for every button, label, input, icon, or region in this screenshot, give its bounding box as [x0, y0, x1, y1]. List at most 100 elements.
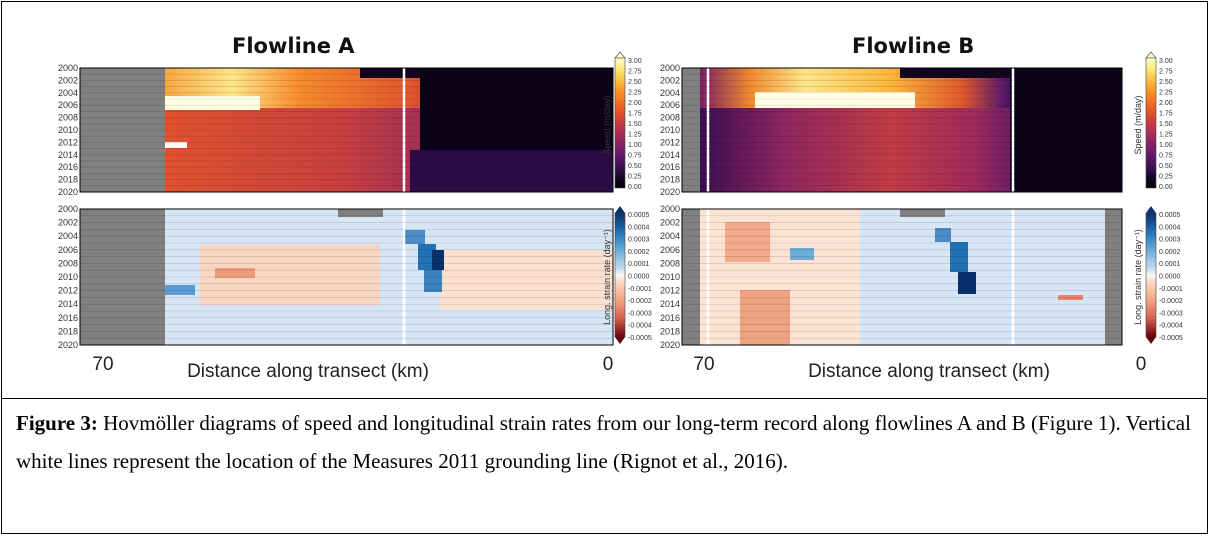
- year-tick-label: 2002: [660, 218, 680, 228]
- colorbar-tick-label: -0.0004: [628, 323, 652, 330]
- colorbar-tick-label: -0.0004: [1159, 323, 1183, 330]
- strain-field: [725, 222, 770, 262]
- no-data-region: [338, 209, 383, 217]
- colorbar-tick-label: 1.50: [1159, 121, 1173, 128]
- colorbar-tick-label: 0.0002: [1159, 249, 1181, 256]
- year-tick-label: 2020: [58, 187, 78, 197]
- panel-title-b: Flowline B: [852, 34, 975, 58]
- strain-band: [418, 244, 436, 270]
- colorbar-tick-label: 0.75: [1159, 153, 1173, 160]
- colorbar-tick-label: 0.0000: [1159, 274, 1181, 281]
- colorbar-tick-label: 0.25: [628, 174, 642, 181]
- plot-border: [79, 67, 614, 193]
- year-tick-label: 2020: [660, 340, 680, 350]
- strain-band: [405, 230, 425, 244]
- colorbar-cap: [615, 337, 625, 344]
- caption-divider: [1, 398, 1208, 399]
- speed-colorbar-a: [614, 51, 626, 189]
- year-tick-label: 2012: [660, 137, 680, 147]
- strain-band: [790, 248, 814, 260]
- speed-peak: [165, 142, 187, 148]
- year-tick-label: 2016: [660, 162, 680, 172]
- colorbar-tick-label: -0.0003: [628, 310, 652, 317]
- colorbar-cap: [1146, 206, 1156, 213]
- year-tick-label: 2008: [58, 113, 78, 123]
- colorbar-tick-label: 0.0003: [1159, 237, 1181, 244]
- colorbar-cap: [1145, 51, 1157, 59]
- x-axis-label-b: Distance along transect (km): [808, 361, 1050, 382]
- colorbar-tick-label: -0.0001: [1159, 286, 1183, 293]
- year-tick-label: 2016: [660, 313, 680, 323]
- strain-colorbar-a: [614, 206, 626, 344]
- year-tick-label: 2010: [58, 272, 78, 282]
- year-tick-label: 2020: [660, 187, 680, 197]
- strain-colorbar: [614, 212, 626, 338]
- strain-plot-a: [79, 208, 614, 346]
- speed-plot-a: [79, 67, 614, 193]
- speed-slow-region: [1010, 68, 1122, 192]
- strain-plot-b: [681, 208, 1123, 346]
- colorbar-tick-label: 1.75: [628, 111, 642, 118]
- colorbar-tick-label: 1.25: [628, 132, 642, 139]
- year-tick-label: 2008: [660, 258, 680, 268]
- year-tick-label: 2012: [58, 137, 78, 147]
- colorbar-tick-label: -0.0003: [1159, 310, 1183, 317]
- year-tick-label: 2004: [660, 88, 680, 98]
- x-tick-70-a: 70: [92, 354, 113, 375]
- year-tick-label: 2018: [58, 326, 78, 336]
- year-tick-label: 2004: [58, 231, 78, 241]
- colorbar-tick-label: 0.0005: [628, 212, 650, 219]
- year-tick-label: 2018: [58, 175, 78, 185]
- colorbar-tick-label: 0.00: [1159, 184, 1173, 191]
- year-tick-label: 2006: [58, 100, 78, 110]
- speed-plot-b: [681, 67, 1123, 193]
- year-tick-label: 2002: [660, 75, 680, 85]
- colorbar-tick-label: 0.0003: [628, 237, 650, 244]
- colorbar-tick-label: 0.0001: [628, 261, 650, 268]
- year-tick-label: 2006: [660, 245, 680, 255]
- year-tick-label: 2004: [58, 88, 78, 98]
- year-tick-label: 2012: [58, 286, 78, 296]
- year-tick-label: 2010: [660, 272, 680, 282]
- speed-colorbar: [614, 57, 626, 189]
- year-tick-label: 2010: [58, 125, 78, 135]
- colorbar-tick-label: 0.50: [628, 163, 642, 170]
- colorbar-tick-label: -0.0005: [628, 335, 652, 342]
- year-tick-label: 2014: [58, 299, 78, 309]
- colorbar-tick-label: 1.50: [628, 121, 642, 128]
- no-data-region: [900, 209, 945, 217]
- speed-colorbar-b: [1145, 51, 1157, 189]
- plot-border: [681, 67, 1123, 193]
- year-tick-label: 2000: [58, 204, 78, 214]
- speed-colorbar-label-b: Speed (m/day): [1133, 95, 1143, 154]
- colorbar-cap: [1146, 337, 1156, 344]
- figure-caption: Figure 3: Hovmöller diagrams of speed an…: [16, 404, 1202, 480]
- colorbar-cap: [615, 206, 625, 213]
- year-tick-label: 2008: [58, 258, 78, 268]
- year-tick-label: 2008: [660, 113, 680, 123]
- strain-band: [424, 270, 442, 292]
- colorbar-tick-label: -0.0002: [1159, 298, 1183, 305]
- year-tick-labels: 2000 2002 2004 2006 2008 2010 2012 2014 2016 2018…: [58, 63, 680, 350]
- colorbar-tick-label: 0.75: [628, 153, 642, 160]
- colorbar-tick-label: 1.75: [1159, 111, 1173, 118]
- colorbar-tick-label: 2.25: [1159, 90, 1173, 97]
- strain-colorbar-label-b: Long. strain rate (day⁻¹): [1133, 229, 1143, 325]
- strain-field: [860, 209, 1105, 345]
- caption-text: Hovmöller diagrams of speed and longitud…: [16, 411, 1191, 473]
- speed-slow-region: [410, 150, 613, 192]
- year-tick-label: 2016: [58, 162, 78, 172]
- year-tick-label: 2018: [660, 175, 680, 185]
- year-tick-label: 2014: [58, 150, 78, 160]
- strain-colorbar-label-a: Long. strain rate (day⁻¹): [602, 229, 612, 325]
- colorbar-tick-label: 3.00: [1159, 58, 1173, 65]
- colorbar-tick-label: 0.0000: [628, 274, 650, 281]
- year-tick-label: 2016: [58, 313, 78, 323]
- colorbar-tick-label: -0.0001: [628, 286, 652, 293]
- colorbar-tick-label: 2.75: [1159, 69, 1173, 76]
- colorbar-tick-label: 2.25: [628, 90, 642, 97]
- colorbar-tick-label: 2.50: [628, 79, 642, 86]
- colorbar-tick-label: -0.0005: [1159, 335, 1183, 342]
- speed-peak: [755, 92, 915, 108]
